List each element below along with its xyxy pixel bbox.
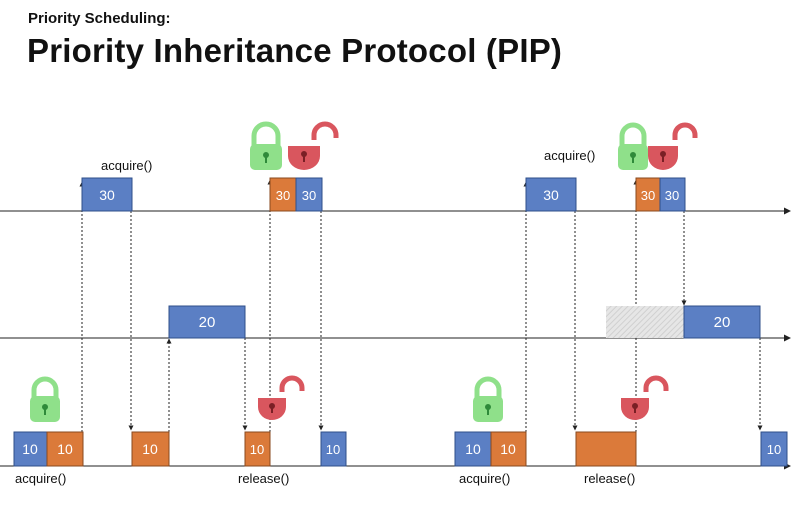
right-task-high-label: 30 [543,187,559,203]
right-acquire-top-label: acquire() [544,148,595,163]
left-task-low-running-box [46,431,84,467]
left-task-low-release-box [244,431,271,467]
right-acquire-bottom-label: acquire() [459,471,510,486]
right-task-low-running-label: 10 [500,441,516,457]
left-task-high-resume-box [295,177,323,212]
right-task-high-resume-label: 30 [665,188,679,203]
left-top-red-unlock-icon [288,121,339,170]
left-bottom-green-lock-icon [30,376,60,422]
left-task-mid-box [168,305,246,339]
left-task-low-final-label: 10 [326,442,340,457]
slide-title: Priority Inheritance Protocol (PIP) [27,32,563,69]
right-task-low-label: 10 [465,441,481,457]
left-release-bottom-label: release() [238,471,289,486]
right-task-low-extended-box [575,431,637,467]
left-task-low-final-box [320,431,347,467]
right-task-low-running-box [490,431,527,467]
right-task-high-resume-box [659,177,686,212]
right-bottom-red-unlock-icon [621,375,669,420]
right-task-low-inherited-box [635,177,661,212]
left-task-low-inherited-label: 30 [276,188,290,203]
right-top-red-unlock-icon [648,122,698,170]
right-task-low-final-box [760,431,788,467]
left-task-low-release-label: 10 [250,442,264,457]
right-release-bottom-label: release() [584,471,635,486]
left-task-high-box [81,177,133,212]
left-acquire-top-label: acquire() [101,158,152,173]
left-task-low-mid-box [131,431,170,467]
left-task-low-label: 10 [22,441,38,457]
left-transition-arrows [79,179,324,432]
left-task-mid-label: 20 [199,314,216,331]
right-task-mid-box [683,305,761,339]
right-task-low-inherited-label: 30 [641,188,655,203]
right-task-high-box [525,177,577,212]
right-task-low-box [454,431,492,467]
right-bottom-green-lock-icon [473,376,503,422]
left-acquire-bottom-label: acquire() [15,471,66,486]
slide-subtitle: Priority Scheduling: [28,10,171,27]
left-top-green-lock-icon [250,121,282,170]
left-task-low-mid-label: 10 [142,441,158,457]
right-top-green-lock-icon [618,122,648,170]
left-task-high-resume-label: 30 [302,188,316,203]
right-task-mid-label: 20 [714,314,731,331]
left-bottom-red-unlock-icon [258,375,305,420]
left-task-low-running-label: 10 [57,441,73,457]
left-task-high-label: 30 [99,187,115,203]
right-task-low-final-label: 10 [767,442,781,457]
left-task-low-inherited-box [269,177,297,212]
right-task-mid-waiting-region [606,306,684,338]
